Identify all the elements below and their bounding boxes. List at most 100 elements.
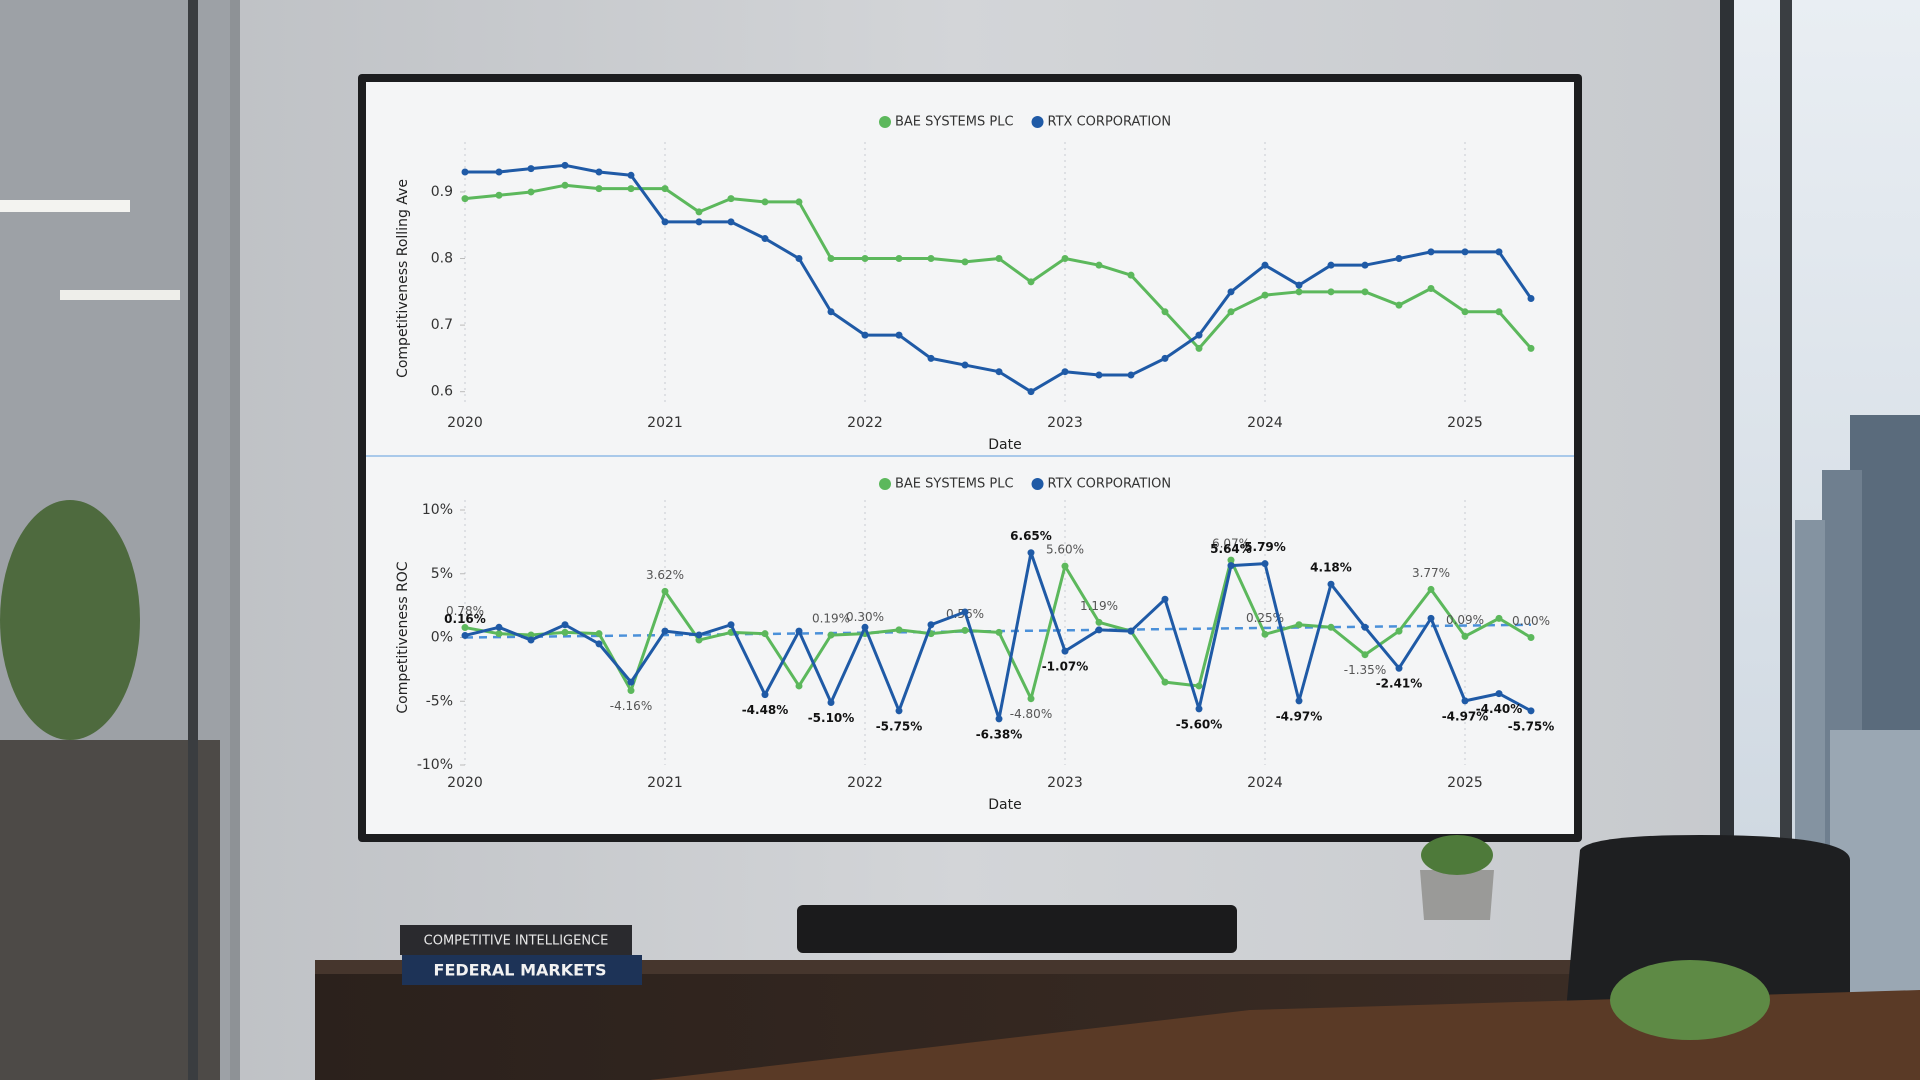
data-point xyxy=(895,626,903,634)
data-point xyxy=(1295,621,1303,629)
data-point xyxy=(1527,707,1535,715)
data-point xyxy=(1395,627,1403,635)
data-point xyxy=(661,218,669,226)
data-point xyxy=(727,621,735,629)
data-point xyxy=(795,682,803,690)
x-tick-label: 2020 xyxy=(447,775,483,791)
data-point xyxy=(795,255,803,263)
data-point xyxy=(927,255,935,263)
data-label: 0.25% xyxy=(1246,611,1284,625)
data-point xyxy=(595,168,603,176)
data-point xyxy=(527,165,535,173)
data-point xyxy=(1527,344,1535,352)
data-point xyxy=(627,687,635,695)
data-point xyxy=(1095,618,1103,626)
data-point xyxy=(1227,288,1235,296)
data-label: 0.09% xyxy=(1446,613,1484,627)
data-point xyxy=(1161,595,1169,603)
x-tick-label: 2022 xyxy=(847,415,883,431)
data-point xyxy=(661,627,669,635)
data-point xyxy=(761,630,769,638)
legend-marker xyxy=(1031,116,1044,128)
plant xyxy=(1421,835,1493,875)
data-point xyxy=(1095,261,1103,269)
data-point xyxy=(561,621,569,629)
data-point xyxy=(827,631,835,639)
y-tick-label: 5% xyxy=(431,566,453,582)
y-tick-label: 0.9 xyxy=(431,184,453,200)
data-point xyxy=(1395,255,1403,263)
data-point xyxy=(1261,261,1269,269)
data-point xyxy=(1327,623,1335,631)
y-axis-title: Competitiveness ROC xyxy=(395,561,411,713)
legend-label: BAE SYSTEMS PLC xyxy=(895,115,1014,130)
data-label: 6.65% xyxy=(1010,529,1052,543)
office-plant xyxy=(0,500,140,740)
book xyxy=(400,925,632,955)
data-point xyxy=(1061,368,1069,376)
data-label: -6.38% xyxy=(976,727,1023,741)
data-point xyxy=(595,630,603,638)
data-point xyxy=(661,587,669,595)
plant-pot xyxy=(1420,870,1494,920)
data-point xyxy=(1227,308,1235,316)
y-tick-label: 0.6 xyxy=(431,384,453,400)
legend-marker xyxy=(879,116,891,128)
data-point xyxy=(995,368,1003,376)
data-label: -4.97% xyxy=(1442,709,1489,723)
data-point xyxy=(1461,632,1469,640)
data-point xyxy=(461,195,469,203)
data-point xyxy=(1061,255,1069,263)
data-point xyxy=(1461,248,1469,256)
data-point xyxy=(695,208,703,216)
data-label: 0.16% xyxy=(444,612,486,626)
data-point xyxy=(1127,627,1135,635)
data-point xyxy=(595,185,603,193)
data-label: 5.60% xyxy=(1046,543,1084,557)
data-point xyxy=(895,255,903,263)
y-tick-label: 0% xyxy=(431,630,453,646)
data-point xyxy=(1495,308,1503,316)
data-point xyxy=(527,631,535,639)
soundbar xyxy=(797,905,1237,953)
data-point xyxy=(1361,288,1369,296)
data-label: 0.19% xyxy=(812,612,850,626)
data-point xyxy=(1527,634,1535,641)
data-point xyxy=(1227,556,1235,564)
data-point xyxy=(727,218,735,226)
x-tick-label: 2024 xyxy=(1247,415,1283,431)
data-label: -2.41% xyxy=(1376,677,1423,691)
data-point xyxy=(1461,308,1469,316)
data-label: 1.19% xyxy=(1080,599,1118,613)
legend-marker xyxy=(879,478,891,490)
data-point xyxy=(827,699,835,707)
window-frame xyxy=(1720,0,1734,1080)
data-point xyxy=(695,636,703,644)
x-tick-label: 2023 xyxy=(1047,775,1083,791)
y-tick-label: -5% xyxy=(426,693,453,709)
data-point xyxy=(1127,271,1135,279)
data-point xyxy=(1195,344,1203,352)
book xyxy=(402,955,642,985)
data-point xyxy=(461,624,469,632)
data-point xyxy=(1495,614,1503,622)
data-point xyxy=(795,198,803,206)
legend-label: BAE SYSTEMS PLC xyxy=(895,477,1014,492)
data-label: 6.07% xyxy=(1212,537,1250,551)
data-label: -1.07% xyxy=(1042,660,1089,674)
data-point xyxy=(861,255,869,263)
data-point xyxy=(1427,614,1435,622)
data-point xyxy=(1195,682,1203,690)
y-tick-label: 10% xyxy=(422,502,453,518)
data-point xyxy=(861,331,869,339)
data-point xyxy=(861,623,869,631)
data-point xyxy=(1195,705,1203,713)
tv-screen xyxy=(366,82,1574,834)
data-point xyxy=(1027,388,1035,396)
data-point xyxy=(727,195,735,203)
data-label: -5.10% xyxy=(808,711,855,725)
x-tick-label: 2020 xyxy=(447,415,483,431)
x-tick-label: 2025 xyxy=(1447,415,1483,431)
data-label: -4.48% xyxy=(742,703,789,717)
